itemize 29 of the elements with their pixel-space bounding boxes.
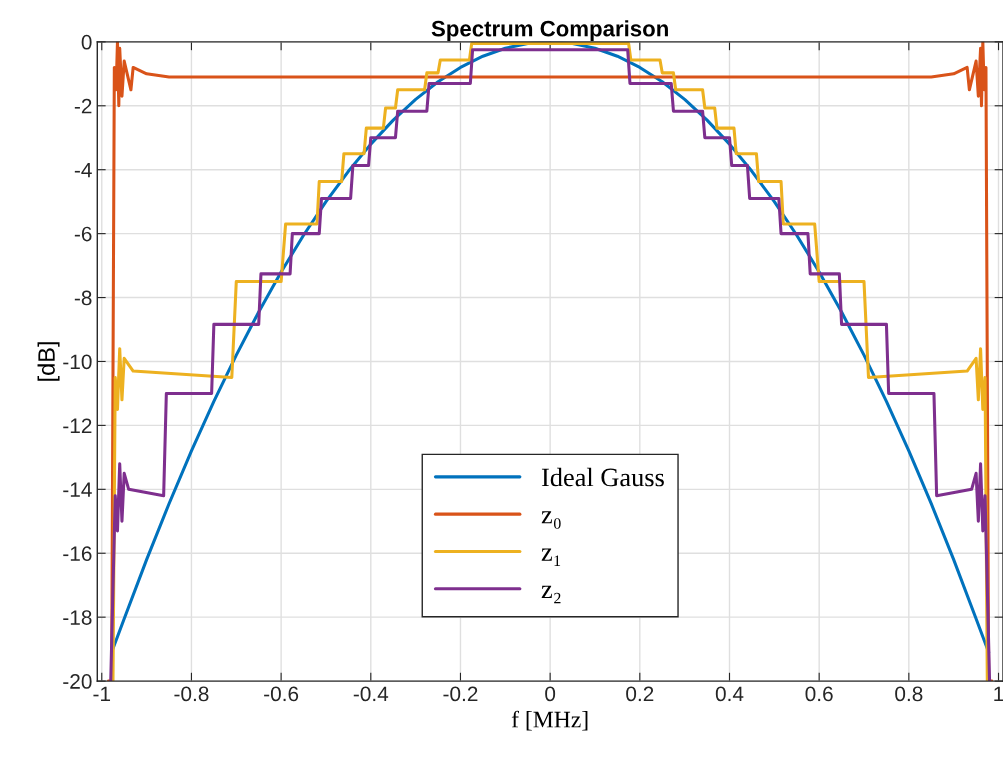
y-tick-label: -18 xyxy=(63,610,92,625)
x-tick-label: 0.8 xyxy=(895,686,923,702)
y-tick-label: -8 xyxy=(74,290,92,306)
y-tick-label: -14 xyxy=(63,482,92,497)
x-tick-label: 0.6 xyxy=(805,686,833,702)
x-tick-label: -1 xyxy=(93,686,111,702)
x-axis-title: f [MHz] xyxy=(511,710,588,731)
y-tick-label: 0 xyxy=(81,34,92,50)
x-tick-label: -0.6 xyxy=(264,686,299,702)
chart-title: Spectrum Comparison xyxy=(431,20,668,41)
y-tick-label: -4 xyxy=(74,162,92,178)
x-tick-label: 0.4 xyxy=(715,686,744,702)
y-tick-label: -12 xyxy=(63,418,92,433)
y-tick-label: -10 xyxy=(63,354,92,370)
x-tick-label: 0 xyxy=(545,686,556,702)
x-tick-label: 1 xyxy=(994,686,1003,702)
x-tick-label: -0.2 xyxy=(443,686,478,702)
x-tick-label: -0.4 xyxy=(353,686,389,702)
legend-label: z₂ xyxy=(541,585,561,604)
y-axis-title: [dB] xyxy=(37,342,60,381)
y-tick-label: -16 xyxy=(63,546,92,561)
legend-label: z₀ xyxy=(541,511,561,529)
legend-label: z₁ xyxy=(541,548,561,566)
x-tick-label: 0.2 xyxy=(626,686,654,702)
x-tick-label: -0.8 xyxy=(174,686,209,702)
y-tick-label: -2 xyxy=(74,98,92,114)
legend-label: Ideal Gauss xyxy=(541,467,664,487)
y-tick-label: -6 xyxy=(74,226,92,242)
y-tick-label: -20 xyxy=(63,674,92,689)
